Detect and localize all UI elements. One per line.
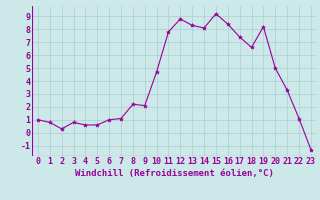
X-axis label: Windchill (Refroidissement éolien,°C): Windchill (Refroidissement éolien,°C) [75,169,274,178]
